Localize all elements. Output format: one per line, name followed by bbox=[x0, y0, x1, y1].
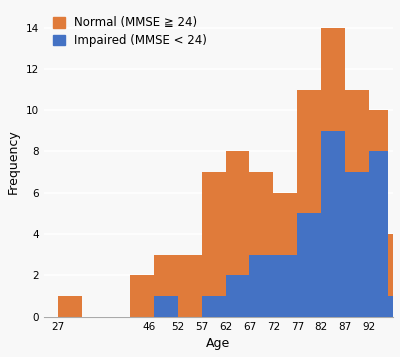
Bar bbox=[273, 193, 297, 317]
Bar bbox=[178, 255, 202, 317]
Bar bbox=[273, 255, 297, 317]
Bar bbox=[130, 275, 154, 317]
Bar bbox=[297, 90, 321, 317]
Bar bbox=[226, 275, 250, 317]
Bar bbox=[388, 234, 400, 317]
Bar bbox=[226, 151, 250, 317]
Bar bbox=[154, 296, 178, 317]
Bar bbox=[58, 296, 82, 317]
Bar bbox=[321, 131, 345, 317]
Bar bbox=[321, 27, 345, 317]
Bar bbox=[369, 110, 388, 317]
Bar bbox=[388, 296, 400, 317]
Bar bbox=[345, 90, 369, 317]
Bar bbox=[345, 172, 369, 317]
Legend: Normal (MMSE ≧ 24), Impaired (MMSE < 24): Normal (MMSE ≧ 24), Impaired (MMSE < 24) bbox=[50, 13, 211, 51]
Bar bbox=[202, 172, 226, 317]
Bar bbox=[250, 172, 273, 317]
Bar bbox=[154, 255, 178, 317]
X-axis label: Age: Age bbox=[206, 337, 230, 350]
Bar bbox=[369, 151, 388, 317]
Y-axis label: Frequency: Frequency bbox=[7, 130, 20, 194]
Bar bbox=[250, 255, 273, 317]
Bar bbox=[297, 213, 321, 317]
Bar bbox=[202, 296, 226, 317]
